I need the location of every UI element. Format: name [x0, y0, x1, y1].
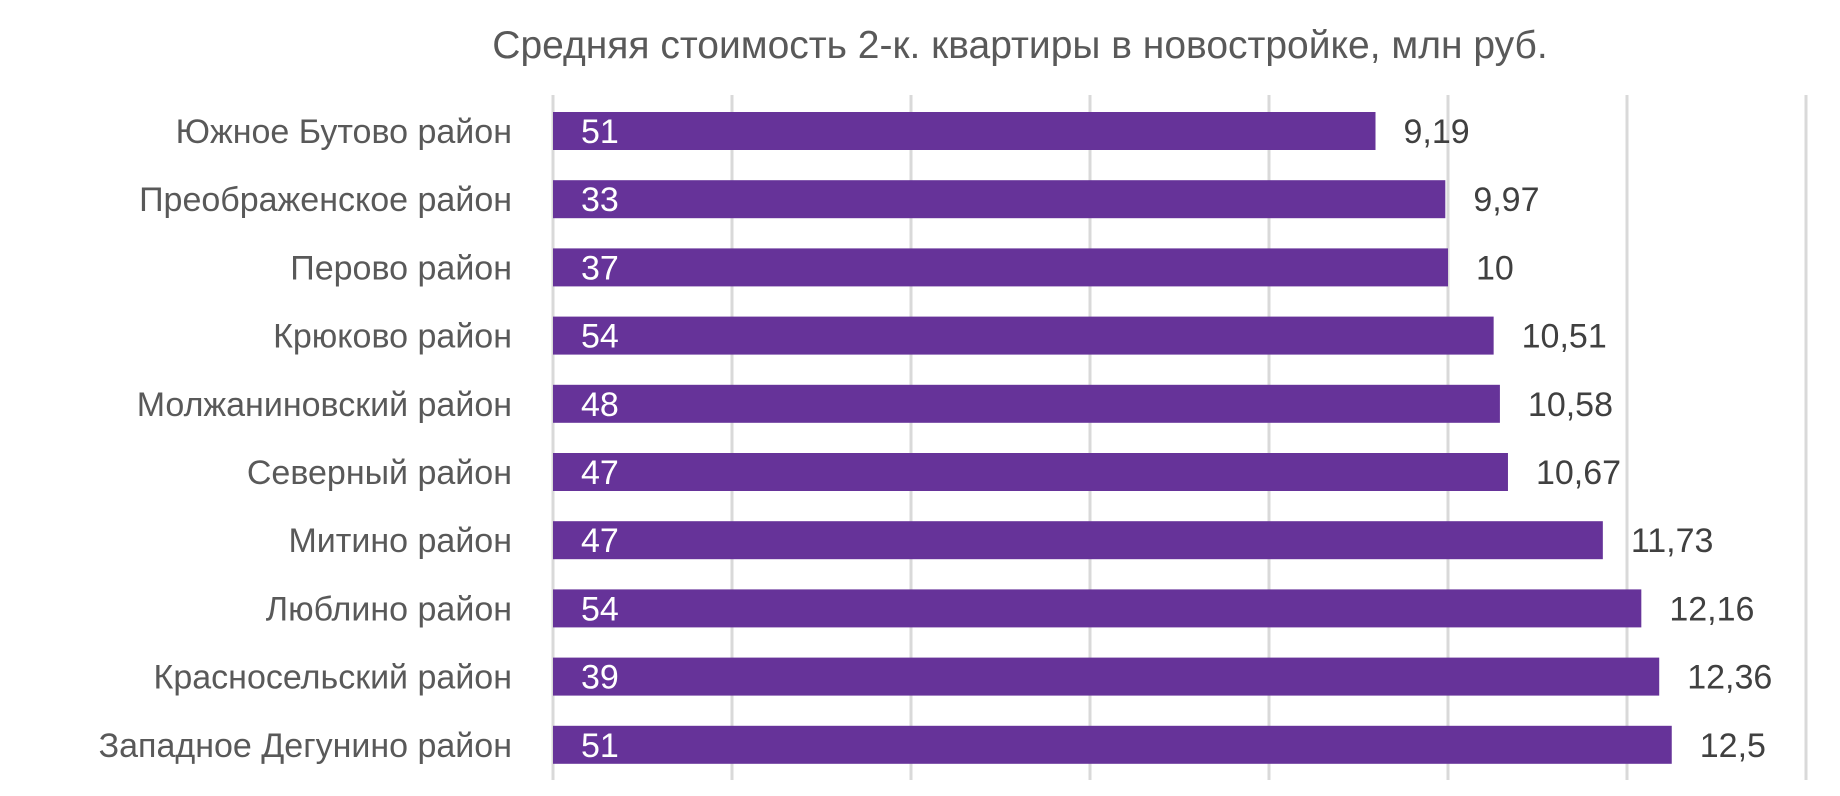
bar-inner-label-2: 37 [581, 249, 619, 287]
category-label-7: Люблино район [266, 590, 512, 628]
category-label-3: Крюково район [273, 318, 512, 356]
value-label-3: 10,51 [1522, 318, 1607, 356]
bar-6 [553, 521, 1603, 560]
category-label-4: Молжаниновский район [137, 386, 512, 424]
bar-5 [553, 453, 1508, 491]
value-label-6: 11,73 [1631, 522, 1714, 560]
category-label-2: Перово район [290, 249, 512, 287]
bar-inner-label-6: 47 [581, 522, 619, 560]
bar-inner-label-3: 54 [581, 318, 619, 356]
value-label-4: 10,58 [1528, 386, 1613, 424]
value-label-2: 10 [1476, 249, 1514, 287]
value-label-5: 10,67 [1536, 454, 1621, 492]
bar-9 [553, 725, 1672, 764]
bar-inner-label-4: 48 [581, 386, 619, 424]
bar-3 [553, 316, 1494, 355]
chart-title: Средняя стоимость 2-к. квартиры в новост… [492, 24, 1547, 67]
bar-7 [553, 589, 1642, 628]
bar-1 [553, 180, 1446, 219]
bar-inner-label-1: 33 [581, 181, 619, 219]
bar-inner-label-5: 47 [581, 454, 619, 492]
bar-inner-label-7: 54 [581, 590, 619, 628]
bar-0 [553, 112, 1376, 150]
category-label-6: Митино район [288, 522, 512, 560]
category-label-9: Западное Дегунино район [99, 727, 512, 765]
value-label-1: 9,97 [1473, 181, 1539, 219]
category-label-5: Северный район [247, 454, 512, 492]
category-label-8: Красносельский район [154, 659, 512, 697]
bars: 51 9,19 33 9,97 37 10 54 10,51 48 10,58 47 10,67 47 1… [553, 112, 1772, 765]
bar-inner-label-9: 51 [581, 727, 619, 765]
bar-inner-label-8: 39 [581, 659, 619, 697]
bar-2 [553, 248, 1448, 287]
value-label-9: 12,5 [1700, 727, 1766, 765]
value-label-0: 9,19 [1404, 113, 1470, 151]
category-label-1: Преображенское район [139, 181, 512, 219]
category-labels: Южное Бутово район Преображенское район Пе… [99, 113, 512, 765]
value-label-7: 12,16 [1669, 590, 1754, 628]
bar-inner-label-0: 51 [581, 113, 619, 151]
bar-4 [553, 384, 1500, 423]
bar-8 [553, 657, 1660, 696]
category-label-0: Южное Бутово район [176, 113, 512, 151]
value-label-8: 12,36 [1687, 659, 1772, 697]
